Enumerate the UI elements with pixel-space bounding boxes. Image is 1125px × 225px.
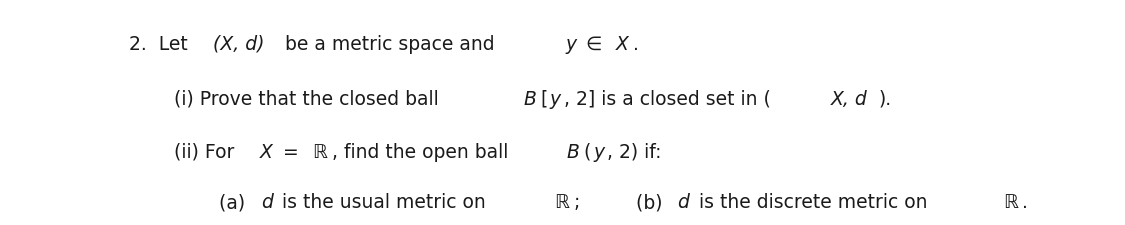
Text: (: ( [584,142,591,162]
Text: is the usual metric on: is the usual metric on [276,193,492,212]
Text: , 2) if:: , 2) if: [608,142,661,162]
Text: =: = [277,142,305,162]
Text: ℝ: ℝ [313,142,327,162]
Text: 2.  Let: 2. Let [129,34,195,54]
Text: (a): (a) [219,193,252,212]
Text: B: B [567,142,579,162]
Text: (i) Prove that the closed ball: (i) Prove that the closed ball [174,90,446,109]
Text: .: . [1023,193,1028,212]
Text: ;: ; [574,193,580,212]
Text: y: y [593,142,604,162]
Text: ℝ: ℝ [1004,193,1018,212]
Text: ).: ). [879,90,891,109]
Text: (ii) For: (ii) For [174,142,241,162]
Text: X: X [616,34,629,54]
Text: [: [ [540,90,548,109]
Text: d: d [677,193,690,212]
Text: ∈: ∈ [579,34,609,54]
Text: X: X [260,142,273,162]
Text: ℝ: ℝ [555,193,569,212]
Text: .: . [633,34,639,54]
Text: , 2] is a closed set in (: , 2] is a closed set in ( [564,90,771,109]
Text: be a metric space and: be a metric space and [279,34,501,54]
Text: , find the open ball: , find the open ball [332,142,514,162]
Text: y: y [566,34,576,54]
Text: (b): (b) [636,193,668,212]
Text: X, d: X, d [831,90,867,109]
Text: y: y [550,90,561,109]
Text: B: B [524,90,537,109]
Text: d: d [261,193,272,212]
Text: is the discrete metric on: is the discrete metric on [693,193,934,212]
Text: (X, d): (X, d) [213,34,264,54]
